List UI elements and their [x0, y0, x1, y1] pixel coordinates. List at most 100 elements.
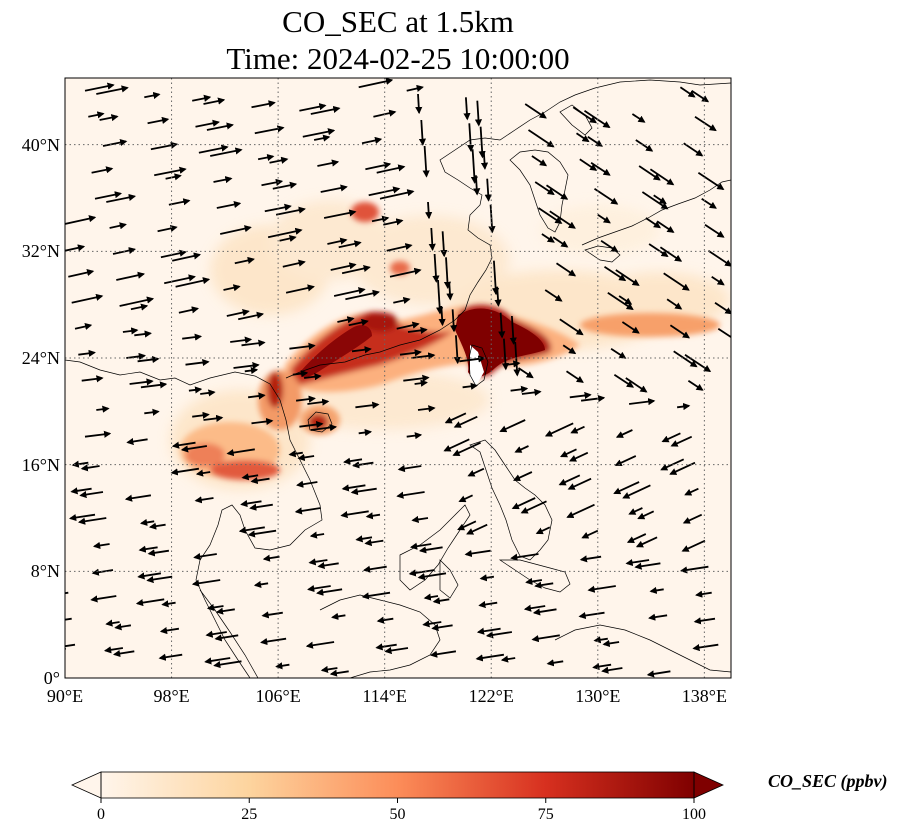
- wind-vector: [428, 227, 436, 252]
- wind-vector: [338, 240, 362, 249]
- wind-vector: [458, 494, 473, 503]
- wind-vector: [106, 193, 137, 203]
- wind-vector: [262, 554, 280, 562]
- wind-vector: [476, 627, 501, 635]
- wind-vector: [590, 161, 611, 176]
- wind-vector: [666, 298, 683, 310]
- wind-vector: [462, 382, 479, 390]
- wind-vector: [411, 515, 429, 523]
- wind-vector: [600, 239, 619, 253]
- wind-vector: [683, 142, 704, 157]
- wind-vector: [371, 215, 390, 223]
- wind-vector: [103, 646, 124, 654]
- wind-vector: [285, 284, 315, 294]
- wind-vector: [288, 450, 303, 458]
- wind-vector: [188, 386, 203, 394]
- wind-vector: [345, 289, 380, 301]
- wind-vector: [649, 168, 675, 186]
- wind-vector: [415, 93, 423, 115]
- wind-vector: [210, 147, 243, 157]
- wind-vector: [566, 503, 595, 518]
- wind-vector: [361, 136, 383, 145]
- wind-vector: [403, 374, 430, 382]
- wind-vector: [350, 487, 377, 496]
- wind-vector: [154, 166, 187, 177]
- wind-vector: [695, 590, 712, 598]
- wind-vector: [592, 662, 612, 671]
- wind-vector: [463, 97, 471, 121]
- wind-vector: [230, 336, 253, 344]
- wind-vector: [514, 445, 529, 453]
- wind-vector: [697, 171, 725, 190]
- wind-vector: [310, 424, 338, 432]
- wind-vector: [135, 598, 165, 607]
- wind-vector: [355, 535, 373, 543]
- wind-vector: [580, 394, 606, 403]
- wind-vector: [498, 312, 506, 339]
- wind-vector: [302, 128, 336, 138]
- wind-vector: [96, 85, 129, 95]
- wind-vector: [68, 269, 95, 278]
- wind-vector: [192, 94, 212, 102]
- wind-vector: [670, 435, 693, 447]
- wind-vector: [191, 579, 221, 587]
- wind-vector: [531, 634, 560, 643]
- wind-vector: [625, 558, 650, 567]
- wind-vector: [214, 634, 239, 642]
- wind-vector: [422, 145, 430, 178]
- wind-vector: [466, 523, 488, 535]
- wind-vector: [65, 215, 97, 225]
- wind-vector: [150, 141, 179, 151]
- wind-vector: [99, 114, 119, 122]
- wind-vector: [358, 78, 394, 89]
- wind-vector: [147, 116, 170, 125]
- wind-vector: [552, 236, 569, 248]
- wind-vector: [631, 113, 646, 123]
- colorbar: [71, 771, 724, 803]
- lon-tick-label: 122°E: [468, 686, 514, 706]
- wind-vector: [264, 203, 292, 213]
- wind-vector: [396, 491, 425, 499]
- wind-vector: [635, 536, 658, 548]
- wind-vector: [74, 322, 93, 330]
- wind-vector: [474, 100, 483, 127]
- wind-vector: [182, 333, 203, 341]
- wind-vector: [499, 419, 526, 433]
- wind-vector: [124, 494, 152, 502]
- wind-vector: [220, 225, 252, 235]
- wind-vector: [384, 646, 409, 655]
- wind-vector: [641, 191, 669, 210]
- wind-vector: [520, 500, 547, 514]
- wind-vector: [358, 428, 373, 437]
- wind-vector: [194, 496, 214, 504]
- wind-vector: [436, 279, 444, 315]
- wind-vector: [84, 82, 115, 92]
- wind-vector: [509, 315, 517, 345]
- wind-vector: [512, 471, 533, 481]
- wind-vector: [587, 135, 603, 147]
- wind-vector: [307, 398, 330, 406]
- wind-vector: [180, 445, 208, 453]
- wind-vector: [114, 623, 132, 631]
- wind-vector: [226, 448, 255, 457]
- wind-vector: [317, 159, 340, 167]
- wind-vector: [257, 153, 275, 162]
- wind-vector: [707, 249, 731, 267]
- wind-vector: [102, 139, 128, 147]
- wind-vector: [137, 572, 162, 580]
- wind-vector: [409, 542, 432, 550]
- wind-vector: [68, 513, 96, 522]
- wind-vector: [292, 370, 309, 378]
- wind-vector: [65, 244, 86, 252]
- lat-tick-label: 0°: [43, 668, 60, 688]
- wind-vector: [138, 545, 158, 553]
- wind-vector: [521, 388, 542, 396]
- wind-vector: [645, 217, 661, 229]
- wind-vector: [275, 662, 290, 670]
- colorbar-tick-label: 50: [389, 806, 406, 823]
- wind-vector: [251, 417, 274, 426]
- wind-vector: [604, 265, 627, 282]
- wind-vector: [260, 637, 287, 646]
- wind-vector: [79, 490, 104, 499]
- wind-vector: [379, 189, 415, 200]
